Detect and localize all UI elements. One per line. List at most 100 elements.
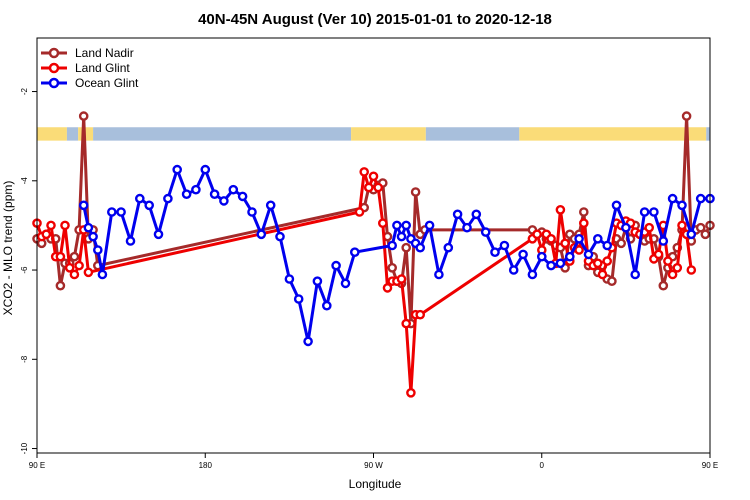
- data-point: [574, 245, 584, 255]
- x-axis-ticks: 90 E 180 90 W 0 90 E: [29, 453, 718, 470]
- y-tick-label: -2: [20, 87, 29, 95]
- data-point: [555, 258, 566, 269]
- data-point: [237, 191, 248, 202]
- x-tick-label: 180: [199, 461, 213, 470]
- data-point: [219, 196, 229, 206]
- legend-swatch-marker: [48, 62, 60, 74]
- data-point: [368, 171, 379, 182]
- data-point: [41, 229, 52, 240]
- data-point: [546, 233, 556, 244]
- y-tick-label: -6: [20, 266, 29, 274]
- series-layer: [32, 111, 715, 398]
- data-point: [69, 251, 80, 262]
- strip-segment-ocean: [425, 127, 520, 141]
- data-point: [653, 249, 664, 260]
- legend-swatch-marker: [48, 47, 60, 59]
- data-point: [583, 249, 594, 260]
- data-point: [354, 207, 365, 217]
- data-point: [46, 220, 56, 231]
- data-point: [681, 111, 692, 121]
- data-point: [490, 247, 500, 257]
- data-point: [672, 262, 683, 273]
- strip-segment-ocean: [93, 127, 352, 141]
- data-point: [406, 387, 416, 398]
- data-point: [125, 236, 136, 246]
- data-point: [607, 276, 617, 287]
- data-point: [97, 269, 108, 280]
- data-point: [172, 164, 182, 175]
- data-point: [686, 229, 697, 240]
- data-point: [107, 207, 117, 217]
- data-point: [396, 231, 407, 242]
- data-point: [499, 240, 510, 251]
- data-point: [387, 240, 398, 251]
- data-point: [452, 209, 463, 220]
- data-point: [415, 309, 426, 320]
- data-point: [537, 251, 547, 262]
- data-point: [293, 294, 304, 304]
- data-point: [593, 258, 603, 269]
- legend-label: Land Glint: [75, 61, 130, 75]
- data-point: [579, 207, 589, 217]
- data-point: [134, 193, 145, 204]
- data-point: [60, 220, 70, 231]
- data-point: [200, 164, 211, 175]
- data-point: [700, 229, 711, 240]
- data-point: [228, 184, 239, 195]
- data-point: [471, 209, 482, 220]
- data-point: [78, 111, 89, 121]
- data-point: [163, 193, 173, 204]
- strip-segment-land: [519, 127, 707, 141]
- data-point: [424, 220, 435, 231]
- legend-label: Ocean Glint: [75, 76, 139, 90]
- x-tick-label: 90 E: [702, 461, 718, 470]
- data-point: [373, 182, 384, 193]
- data-point: [546, 260, 556, 271]
- data-point: [116, 207, 126, 217]
- y-tick-label: -10: [20, 442, 29, 454]
- y-axis-ticks: -2 -4 -6 -8 -10: [20, 87, 37, 454]
- legend-label: Land Nadir: [75, 46, 134, 60]
- data-point: [695, 222, 706, 233]
- data-point: [480, 227, 491, 237]
- legend-swatch-marker: [48, 77, 60, 89]
- data-point: [396, 274, 407, 284]
- data-point: [639, 207, 650, 217]
- data-point: [667, 269, 678, 280]
- series-line: [35, 114, 712, 326]
- data-point: [593, 233, 603, 244]
- data-point: [153, 229, 164, 240]
- data-point: [312, 276, 323, 287]
- data-point: [649, 207, 659, 217]
- data-point: [401, 318, 412, 329]
- data-point: [359, 167, 370, 177]
- x-tick-label: 90 E: [29, 461, 45, 470]
- x-tick-label: 90 W: [364, 461, 383, 470]
- data-point: [695, 193, 706, 204]
- data-point: [88, 231, 98, 242]
- data-point: [667, 193, 678, 204]
- strip-segment-ocean: [66, 127, 79, 141]
- y-tick-label: -4: [20, 177, 29, 185]
- x-axis-label: Longitude: [349, 477, 402, 491]
- legend-item: Land Glint: [41, 61, 130, 75]
- data-point: [382, 283, 393, 293]
- data-point: [83, 267, 94, 278]
- data-point: [677, 200, 687, 211]
- data-point: [392, 220, 402, 231]
- data-point: [181, 189, 192, 199]
- data-point: [78, 200, 89, 211]
- data-point: [602, 240, 613, 251]
- data-point: [508, 265, 519, 275]
- data-point: [630, 269, 641, 280]
- data-point: [401, 220, 412, 231]
- y-tick-label: -8: [20, 355, 29, 363]
- x-tick-label: 0: [540, 461, 545, 470]
- data-point: [565, 251, 575, 262]
- data-point: [331, 260, 341, 271]
- data-point: [69, 269, 80, 280]
- data-point: [658, 236, 669, 246]
- data-point: [247, 207, 257, 217]
